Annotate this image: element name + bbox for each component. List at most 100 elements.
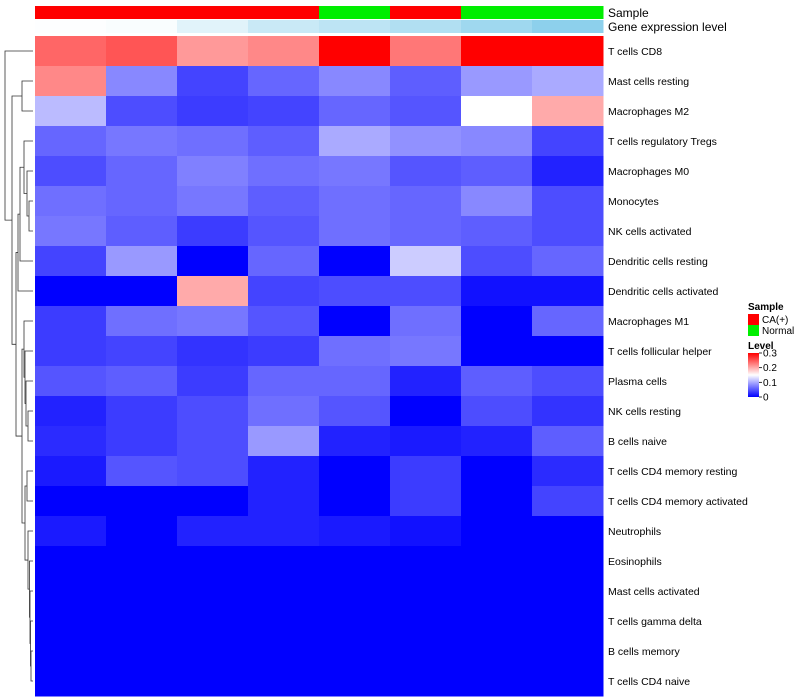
heatmap-cell [532,246,604,277]
heatmap-cell [177,576,249,607]
heatmap-cell [248,246,320,277]
heatmap-cell [106,576,178,607]
heatmap-cell [177,486,249,517]
row-label: T cells regulatory Tregs [608,136,717,148]
heatmap-cell [177,36,249,67]
heatmap-cell [177,246,249,277]
heatmap-cell [461,456,533,487]
annotation-cell [177,20,249,33]
heatmap-cell [106,546,178,577]
legend-sample-title: Sample [748,302,784,313]
row-label: NK cells resting [608,406,681,418]
heatmap-cell [461,306,533,337]
heatmap-cell [35,216,107,247]
heatmap-cell [461,486,533,517]
heatmap-cell [390,66,462,97]
heatmap-cell [106,606,178,637]
legend-label-normal: Normal [762,326,794,337]
heatmap-cell [177,126,249,157]
heatmap-cell [532,156,604,187]
heatmap-cell [177,606,249,637]
row-labels: T cells CD8 Mast cells resting Macrophages… [608,46,748,688]
heatmap-cell [390,126,462,157]
heatmap-cell [106,36,178,67]
annotation-cell [461,20,533,33]
heatmap-cell [319,636,391,667]
heatmap-cell [461,666,533,697]
heatmap-cell [319,276,391,307]
heatmap-cell [319,606,391,637]
legend-tick-label: 0.1 [763,378,777,389]
heatmap-cell [532,576,604,607]
heatmap-cell [319,216,391,247]
annotation-cell [319,20,391,33]
legend-color-bar [748,353,759,397]
legend-swatch-normal [748,325,759,336]
heatmap-cell [461,276,533,307]
heatmap-cell [177,336,249,367]
heatmap-cell [390,576,462,607]
heatmap-cell [248,546,320,577]
dendrogram-branch [11,95,22,345]
heatmap-cell [461,606,533,637]
heatmap-cell [390,306,462,337]
row-label: B cells memory [608,646,681,658]
heatmap-cell [319,456,391,487]
heatmap-cell [532,456,604,487]
annotation-track-label: Sample [608,6,649,20]
heatmap-cell [461,246,533,277]
heatmap-cell [532,606,604,637]
dendrogram-branch [21,348,25,524]
row-label: Macrophages M0 [608,166,689,178]
heatmap-cell [248,336,320,367]
heatmap-cell [177,666,249,697]
heatmap-cell [106,66,178,97]
heatmap-cell [35,276,107,307]
annotation-cell [35,20,107,33]
heatmap-cell [106,456,178,487]
heatmap-cell [319,36,391,67]
heatmap-cell [106,336,178,367]
heatmap-cell [532,126,604,157]
annotation-cell [248,6,320,19]
heatmap-cell [177,366,249,397]
legend-tick-label: 0.2 [763,363,777,374]
annotation-cell [248,20,320,33]
dendrogram-branch [24,485,28,561]
heatmap-cell [390,546,462,577]
legend: Sample CA(+) Normal Level 0.3 0.2 0.1 0 [748,302,794,404]
heatmap-cell [177,516,249,547]
dendrogram-branch [15,252,22,437]
heatmap-cell [532,666,604,697]
heatmap-cell [461,366,533,397]
heatmap-cell [319,156,391,187]
heatmap-cell [390,336,462,367]
dendrogram-branch [4,50,33,221]
dendrogram-branch [27,410,33,442]
heatmap-cell [390,396,462,427]
heatmap-cell [106,516,178,547]
heatmap-cell [106,666,178,697]
heatmap-cell [248,156,320,187]
dendrogram-branch [27,530,33,590]
heatmap-cell [35,366,107,397]
annotation-track-label: Gene expression level [608,20,727,34]
heatmap-cell [248,486,320,517]
heatmap-cell [35,126,107,157]
heatmap-cell [248,36,320,67]
heatmap-cell [177,546,249,577]
heatmap-cells [35,36,604,697]
heatmap-cell [35,576,107,607]
row-label: T cells gamma delta [608,616,702,628]
annotation-cell [319,6,391,19]
heatmap-cell [319,546,391,577]
heatmap-cell [248,186,320,217]
heatmap-cell [461,636,533,667]
row-dendrogram [4,50,33,682]
dendrogram-branch [26,170,33,217]
heatmap-cell [319,66,391,97]
heatmap-cell [177,396,249,427]
heatmap-cell [35,306,107,337]
heatmap-cell [390,246,462,277]
row-label: NK cells activated [608,226,692,238]
